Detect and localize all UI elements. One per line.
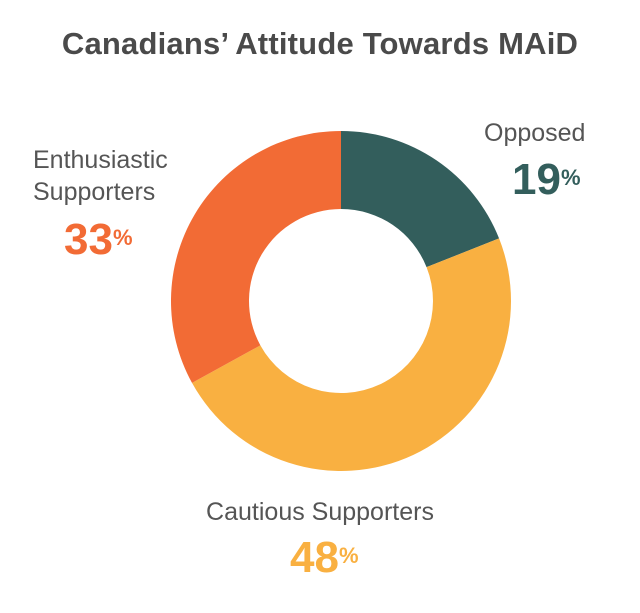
label-opposed: Opposed (484, 119, 586, 147)
slice-opposed (341, 131, 500, 268)
label-cautious-supporters: Cautious Supporters (206, 498, 434, 526)
percent-enthusiastic-supporters: 33% (64, 218, 133, 262)
slice-cautious-supporters (192, 238, 512, 472)
percent-opposed-unit: % (560, 165, 581, 190)
percent-cautious-value: 48 (290, 533, 339, 582)
percent-opposed: 19% (512, 158, 581, 202)
percent-enthusiastic-unit: % (112, 225, 133, 250)
slice-enthusiastic-supporters (170, 131, 341, 383)
label-enthusiastic-supporters: Enthusiastic Supporters (33, 146, 168, 206)
percent-cautious-unit: % (338, 543, 359, 568)
percent-cautious-supporters: 48% (290, 536, 359, 580)
percent-opposed-value: 19 (512, 155, 561, 204)
percent-enthusiastic-value: 33 (64, 215, 113, 264)
chart-title: Canadians’ Attitude Towards MAiD (61, 26, 579, 61)
